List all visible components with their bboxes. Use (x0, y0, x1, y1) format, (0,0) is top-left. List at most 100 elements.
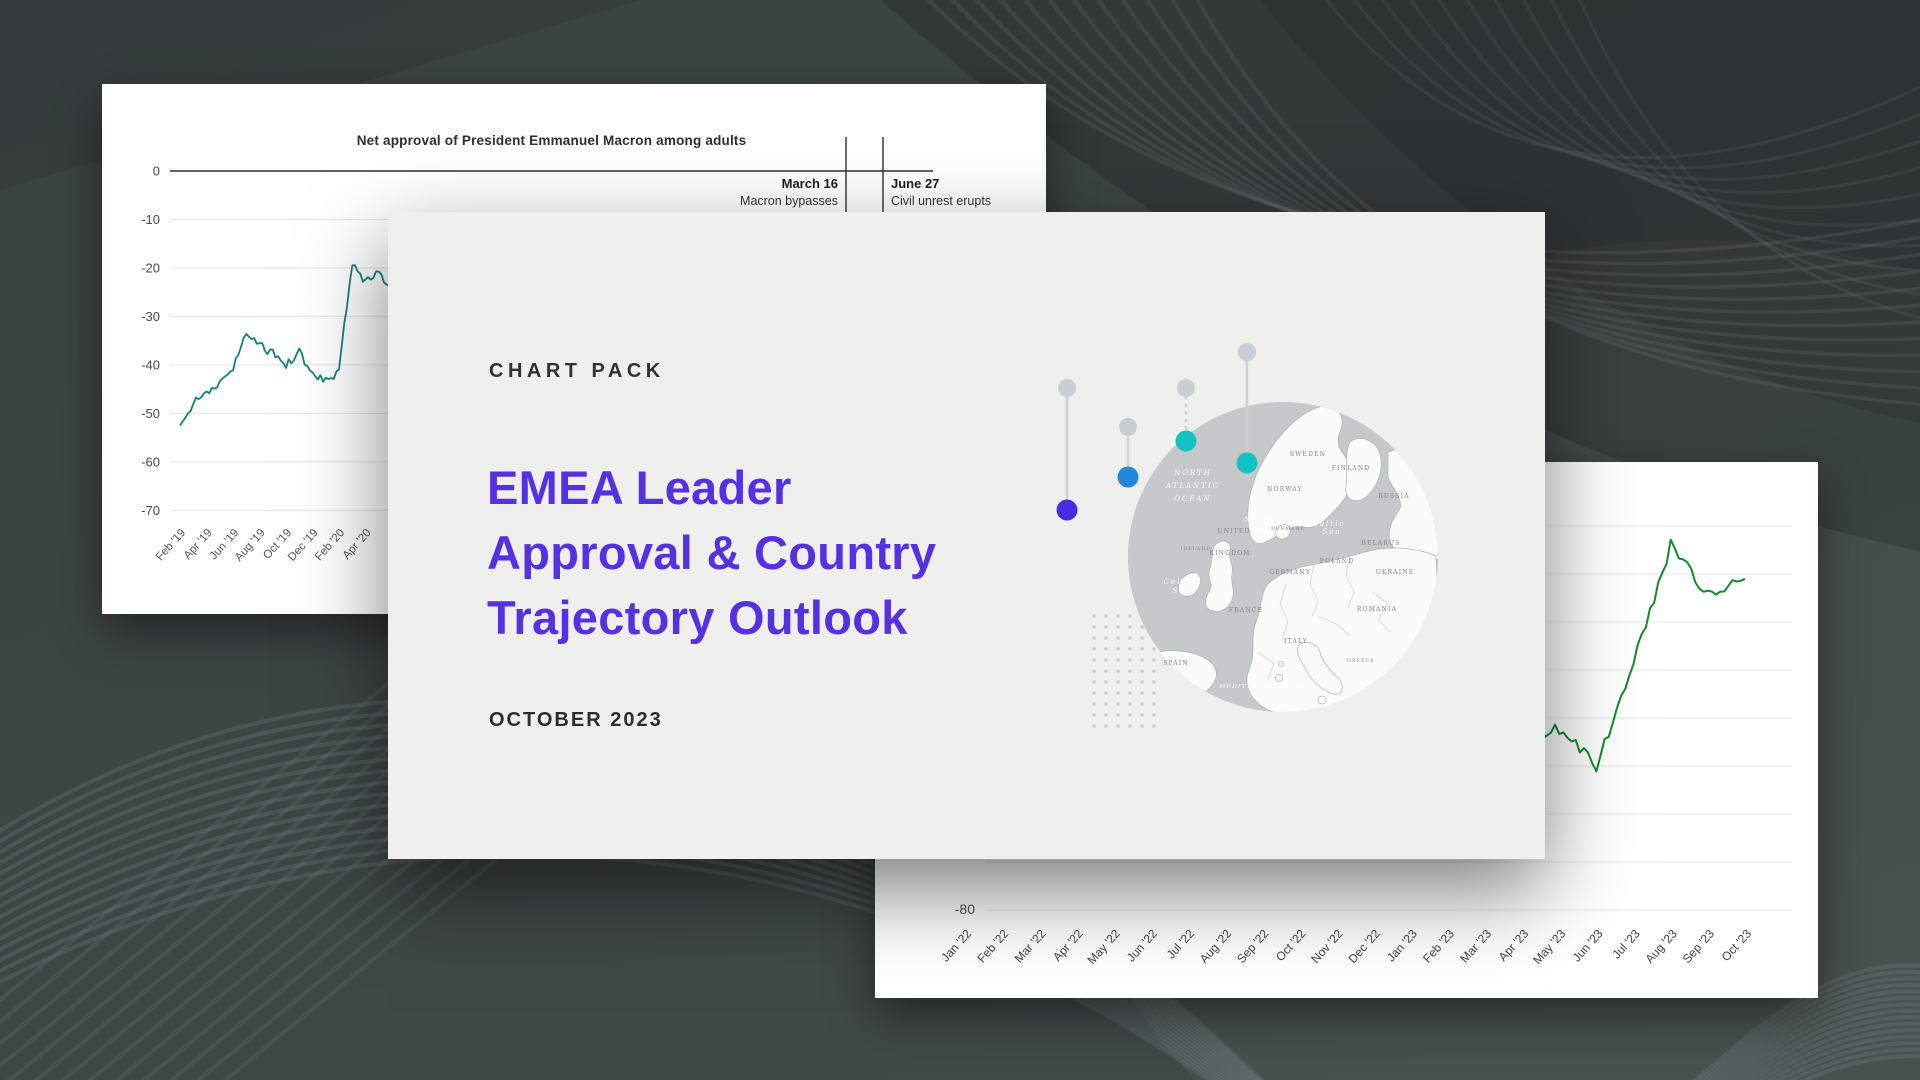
grid-dot (1104, 702, 1108, 706)
land-shape (1178, 572, 1201, 597)
teal-marker-1-dot (1175, 430, 1197, 452)
map-sea-label: NORTH (1173, 469, 1212, 477)
slide-kicker: CHART PACK (489, 360, 665, 382)
grid-dot (1104, 724, 1108, 728)
slide-title-line-2: Approval & Country (487, 526, 937, 579)
map-sea-label: Sea (1172, 587, 1191, 595)
map-country-label: ROMANIA (1357, 606, 1397, 613)
wave-line (0, 719, 1920, 1080)
border-line (1372, 591, 1391, 633)
x-axis-label: Oct '23 (1719, 926, 1755, 964)
map-sea-label: Sea (1252, 525, 1271, 533)
slide-title-line-1: EMEA Leader (487, 461, 792, 514)
grid-dot (1104, 636, 1108, 640)
x-axis-label: Dec '22 (1345, 926, 1383, 966)
teal-marker-2-top-dot (1238, 343, 1256, 361)
grid-dot (1092, 658, 1096, 662)
grid-dot (1092, 702, 1096, 706)
map-sea-label: Baltic (1312, 520, 1346, 528)
grid-dot (1152, 647, 1156, 651)
grid-dot (1092, 636, 1096, 640)
grid-dot (1116, 658, 1120, 662)
grid-dot (1140, 680, 1144, 684)
grid-dot (1128, 680, 1132, 684)
wave-line (0, 697, 1920, 1080)
grid-dot (1128, 625, 1132, 629)
wave-line (1381, 0, 1920, 181)
grid-dot (1092, 680, 1096, 684)
map-country-label: FINLAND (1332, 465, 1371, 472)
land-shape (1205, 540, 1234, 612)
grid-dot (1092, 625, 1096, 629)
grid-dot (1128, 614, 1132, 618)
grid-dot (1152, 669, 1156, 673)
grid-dot (1116, 647, 1120, 651)
y-axis-label: -80 (955, 901, 975, 917)
x-axis-label: Feb '22 (974, 926, 1011, 965)
blue-marker-top-dot (1119, 418, 1137, 436)
wave-line (0, 841, 1920, 1080)
grid-dot (1116, 625, 1120, 629)
map-sea-label: ATLANTIC (1165, 482, 1220, 490)
x-axis-label: Mar '22 (1012, 926, 1049, 965)
grid-dot (1128, 636, 1132, 640)
y-axis-label: -20 (141, 260, 160, 275)
y-axis-label: -30 (141, 309, 160, 324)
x-axis-label: Jul '22 (1164, 926, 1198, 961)
x-axis-label: Nov '22 (1308, 926, 1346, 966)
grid-dot (1140, 614, 1144, 618)
slide-title-line-3: Trajectory Outlook (487, 591, 908, 644)
wave-line (1409, 0, 1920, 194)
map-sea-label: Celtic (1164, 578, 1197, 586)
x-axis-label: Jul '23 (1609, 926, 1643, 961)
x-axis-label: May '22 (1085, 926, 1123, 967)
grid-dot (1128, 724, 1132, 728)
map-sea-label: Sea (1322, 528, 1341, 536)
x-axis-label: Feb '19 (154, 527, 188, 563)
europe-map: SWEDEN FINLAND NORWAY RUSSIA UNITED KINGDOMIR… (1128, 402, 1438, 712)
grid-dot (1140, 636, 1144, 640)
x-axis-label: Jan '23 (1384, 926, 1420, 964)
border-line (1279, 583, 1289, 641)
island (1317, 695, 1327, 705)
island (1278, 661, 1284, 667)
x-axis-label: Feb '23 (1420, 926, 1457, 965)
grid-dot (1092, 691, 1096, 695)
slide-title: EMEA Leader Approval & Country Trajector… (487, 455, 936, 650)
grid-dot (1104, 625, 1108, 629)
map-country-label: ITALY (1284, 638, 1308, 645)
grid-dot (1128, 647, 1132, 651)
grid-dot (1152, 691, 1156, 695)
grid-dot (1116, 614, 1120, 618)
wave-line (0, 830, 1920, 1080)
wave-line (1324, 0, 1920, 160)
x-axis-label: Apr '23 (1496, 926, 1532, 964)
background-dark-band-2 (1260, 0, 1920, 423)
slide-date: OCTOBER 2023 (489, 709, 663, 731)
map-country-label: NORWAY (1267, 486, 1303, 493)
x-axis-label: Mar '23 (1457, 926, 1494, 965)
grid-dot (1092, 647, 1096, 651)
border-line (1309, 563, 1319, 617)
map-country-label: DENMARK (1271, 526, 1305, 532)
x-axis-label: Sep '22 (1234, 926, 1272, 966)
grid-dot (1140, 691, 1144, 695)
country-borders (1257, 555, 1391, 679)
y-axis-label: -40 (141, 357, 160, 372)
x-axis-label: Jun '22 (1124, 926, 1160, 964)
grid-dot (1128, 713, 1132, 717)
map-country-label: IRELAND (1181, 546, 1212, 552)
wave-line (0, 708, 1920, 1080)
map-country-label: BELARUS (1361, 540, 1400, 547)
x-axis-label: Jun '23 (1570, 926, 1606, 964)
land-shape (1297, 642, 1343, 695)
map-sea-label: MEDITERRANEAN SEA (1219, 684, 1313, 690)
grid-dot (1152, 614, 1156, 618)
grid-dot (1152, 680, 1156, 684)
lollipop-markers (1056, 343, 1258, 521)
dot-grid (1092, 614, 1156, 728)
y-axis-label: -10 (141, 212, 160, 227)
grid-dot (1152, 625, 1156, 629)
map-country-label: FRANCE (1229, 607, 1263, 614)
